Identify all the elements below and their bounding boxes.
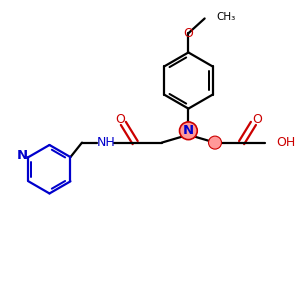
Text: N: N: [16, 149, 28, 162]
Text: CH₃: CH₃: [216, 12, 235, 22]
Text: OH: OH: [277, 136, 296, 149]
Text: N: N: [183, 124, 194, 137]
Text: O: O: [184, 27, 193, 40]
Text: O: O: [115, 113, 125, 126]
Circle shape: [208, 136, 221, 149]
Text: NH: NH: [96, 136, 115, 149]
Circle shape: [179, 122, 197, 140]
Text: O: O: [252, 113, 262, 126]
